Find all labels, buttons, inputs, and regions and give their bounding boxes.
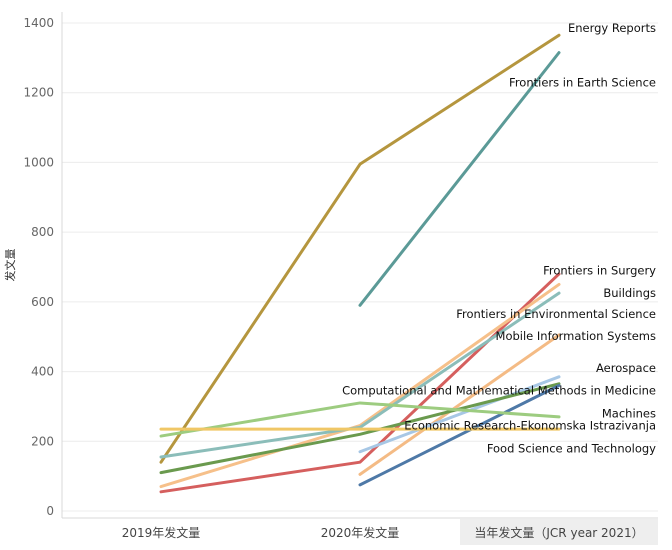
series-label: Computational and Mathematical Methods i… <box>342 384 656 398</box>
y-tick-label: 1200 <box>23 86 54 100</box>
x-category-label: 当年发文量（JCR year 2021） <box>474 525 643 540</box>
series-label: Aerospace <box>596 361 656 375</box>
x-axis-categories: 2019年发文量 2020年发文量 当年发文量（JCR year 2021） <box>122 525 644 540</box>
series-line <box>159 33 561 464</box>
highlighted-category-band <box>460 519 658 545</box>
series-label: Energy Reports <box>568 21 656 35</box>
y-tick-label: 0 <box>46 504 54 518</box>
series-line <box>159 401 561 438</box>
series-labels: Energy Reports Frontiers in Earth Science… <box>342 21 656 455</box>
series-line <box>358 375 561 454</box>
series-line <box>358 333 561 476</box>
series-label: Frontiers in Earth Science <box>509 75 656 89</box>
x-category-label: 2020年发文量 <box>321 525 400 540</box>
y-axis-label: 发文量 <box>3 249 17 282</box>
series-line <box>358 51 561 307</box>
y-axis-ticks: 0 200 400 600 800 1000 1200 1400 <box>23 16 54 518</box>
series-label: Economic Research-Ekonomska Istrazivanja <box>404 419 656 433</box>
y-tick-label: 1000 <box>23 155 54 169</box>
series-label: Machines <box>602 406 656 420</box>
x-category-label: 2019年发文量 <box>122 525 201 540</box>
y-tick-label: 600 <box>31 295 54 309</box>
y-tick-label: 1400 <box>23 16 54 30</box>
series-label: Frontiers in Surgery <box>543 263 656 277</box>
y-tick-label: 400 <box>31 365 54 379</box>
series-label: Food Science and Technology <box>487 441 656 455</box>
series-line <box>358 384 561 487</box>
y-tick-label: 200 <box>31 434 54 448</box>
series-label: Mobile Information Systems <box>496 329 656 343</box>
series-label: Buildings <box>603 286 656 300</box>
series-label: Frontiers in Environmental Science <box>456 307 656 321</box>
series-line <box>159 382 561 475</box>
y-tick-label: 800 <box>31 225 54 239</box>
series-line <box>159 291 561 459</box>
series-lines <box>159 33 561 494</box>
